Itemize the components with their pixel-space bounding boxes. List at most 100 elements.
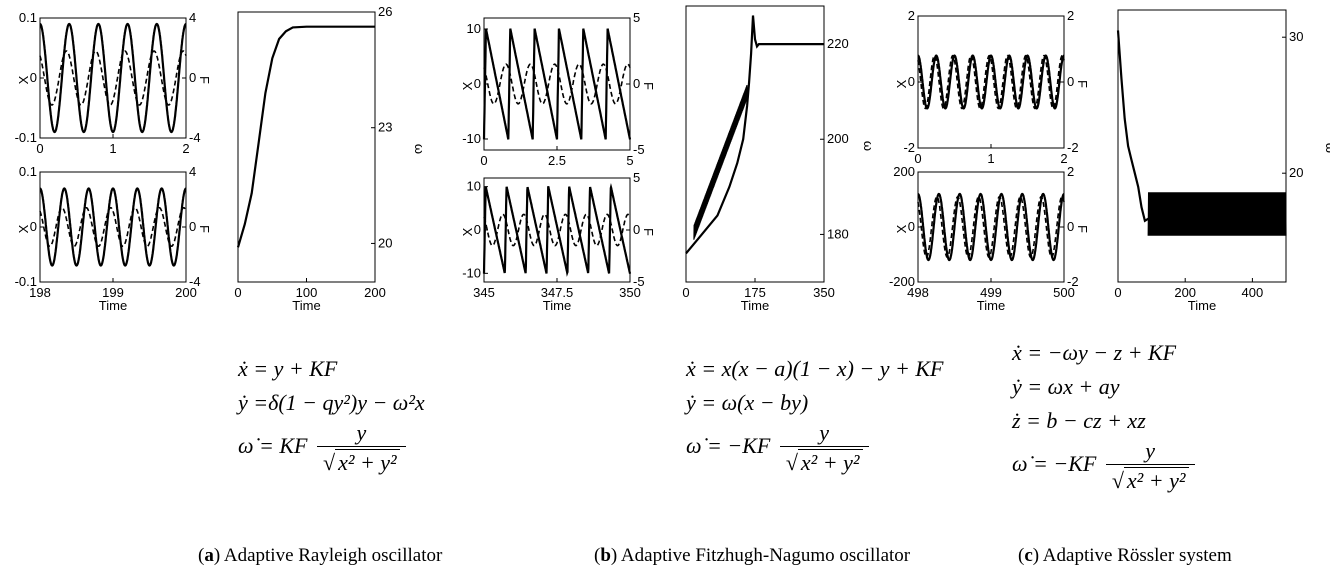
y-right-tick-label: 2 [1067,8,1074,23]
y-right-tick-label: -5 [633,274,645,289]
y-tick-label: 0.1 [19,164,37,179]
y-right-tick-label: 200 [827,131,849,146]
series-line-F-dashed [917,54,1065,110]
series-line-X-solid [39,187,187,267]
fraction: y √ x² + y² [1105,438,1195,494]
x-tick-label: 0 [682,285,689,300]
x-tick-label: 1 [987,151,994,166]
plot-frame [1117,9,1287,283]
series-line-omega [236,25,375,248]
caption-b: (b) Adaptive Fitzhugh-Nagumo oscillator [594,545,911,566]
equation-block-c: ẋ = −ωy − z + KF ẏ = ωx + ay ż = b − cz … [1012,340,1195,494]
y-tick-label: 0.1 [19,10,37,25]
x-tick-label: 0 [914,151,921,166]
fraction-denominator: √ x² + y² [779,446,869,476]
y-right-tick-label: -2 [1067,140,1079,155]
fraction-denominator: √ x² + y² [1105,464,1195,494]
radicand: x² + y² [335,449,400,476]
caption-c-letter: c [1024,545,1033,566]
x-tick-label: 498 [907,285,929,300]
equation-c-3: ż = b − cz + xz [1012,408,1146,433]
series-line-omega [685,15,824,255]
y-tick-label: -10 [462,131,481,146]
x-axis-label: Time [99,298,127,313]
caption-a-letter: a [204,545,214,566]
series-line-F-dashed [39,207,187,247]
x-axis-label: Time [1188,298,1216,313]
series-line-X-solid [917,54,1065,110]
chart-panel-c-bottom-left [917,171,1065,283]
fraction-numerator: y [819,420,830,445]
equation-a-1: ẋ = y + KF [238,356,338,381]
x-axis-label: Time [977,298,1005,313]
y-tick-label: 0 [30,219,37,234]
x-axis-label: Time [543,298,571,313]
y-right-tick-label: 20 [378,235,392,250]
caption-b-letter: b [600,545,611,566]
y-right-tick-label: 20 [1289,165,1303,180]
caption-a-text: Adaptive Rayleigh oscillator [220,545,443,566]
fraction: y √ x² + y² [317,420,406,476]
y-right-tick-label: 4 [189,10,196,25]
x-tick-label: 0 [36,141,43,156]
x-tick-label: 499 [980,285,1002,300]
equation-a-2: ẏ =δ(1 − qy²)y − ω²x [238,390,425,415]
y-right-tick-label: 0 [1067,219,1074,234]
y-axis-label: X [16,224,31,233]
fraction-denominator: √ x² + y² [317,446,406,476]
y-right-axis-label: F [641,82,656,90]
caption-c-text: Adaptive Rössler system [1039,545,1232,566]
y-tick-label: 0 [908,219,915,234]
x-tick-label: 2.5 [548,153,566,168]
y-right-tick-label: 0 [633,76,640,91]
equation-c-2: ẏ = ωx + ay [1012,374,1120,399]
chart-panel-a-bottom-left [39,171,187,283]
fraction-numerator: y [1145,438,1156,463]
y-tick-label: 0 [474,76,481,91]
y-right-tick-label: 5 [633,170,640,185]
x-tick-label: 350 [813,285,835,300]
series-line-F-dashed [917,196,1065,259]
y-tick-label: 2 [908,8,915,23]
y-right-axis-label: ω [1323,143,1330,153]
y-right-axis-label: F [197,225,212,233]
y-right-axis-label: F [1075,225,1090,233]
series-line-F-dashed [483,213,631,247]
equation-b-3: ω̇ = −KF y √ x² + y² [686,420,943,476]
x-tick-label: 400 [1242,285,1264,300]
y-tick-label: -10 [462,265,481,280]
series-line-X-solid [482,182,632,277]
y-right-tick-label: 23 [378,120,392,135]
x-tick-label: 200 [1174,285,1196,300]
equation-b-3-lhs: ω̇ = −KF [686,433,771,459]
y-right-tick-label: 180 [827,226,849,241]
y-right-tick-label: -4 [189,130,201,145]
caption-b-text: Adaptive Fitzhugh-Nagumo oscillator [617,545,911,566]
x-axis-label: Time [292,298,320,313]
equation-c-4-lhs: ω̇ = −KF [1012,451,1097,477]
y-right-tick-label: 0 [189,70,196,85]
chart-panel-b-right [685,5,825,283]
fraction-numerator: y [356,420,367,445]
series-oscillation-band [1147,192,1287,236]
x-tick-label: 200 [175,285,197,300]
x-tick-label: 0 [1114,285,1121,300]
x-tick-label: 0 [234,285,241,300]
equation-block-b: ẋ = x(x − a)(1 − x) − y + KF ẏ = ω(x − b… [686,356,943,476]
x-tick-label: 175 [744,285,766,300]
fraction: y √ x² + y² [779,420,869,476]
series-line-X-solid [917,192,1065,262]
radicand: x² + y² [797,449,863,476]
equation-a-3: ω̇ = KF y √ x² + y² [238,420,425,476]
y-right-tick-label: 30 [1289,29,1303,44]
x-tick-label: 1 [109,141,116,156]
x-tick-label: 347.5 [541,285,574,300]
x-tick-label: 350 [619,285,641,300]
x-tick-label: 5 [626,153,633,168]
plot-frame [917,171,1065,283]
x-tick-label: 198 [29,285,51,300]
caption-c: (c) Adaptive Rössler system [1018,545,1232,566]
y-tick-label: -0.1 [15,130,37,145]
y-tick-label: 200 [893,164,915,179]
